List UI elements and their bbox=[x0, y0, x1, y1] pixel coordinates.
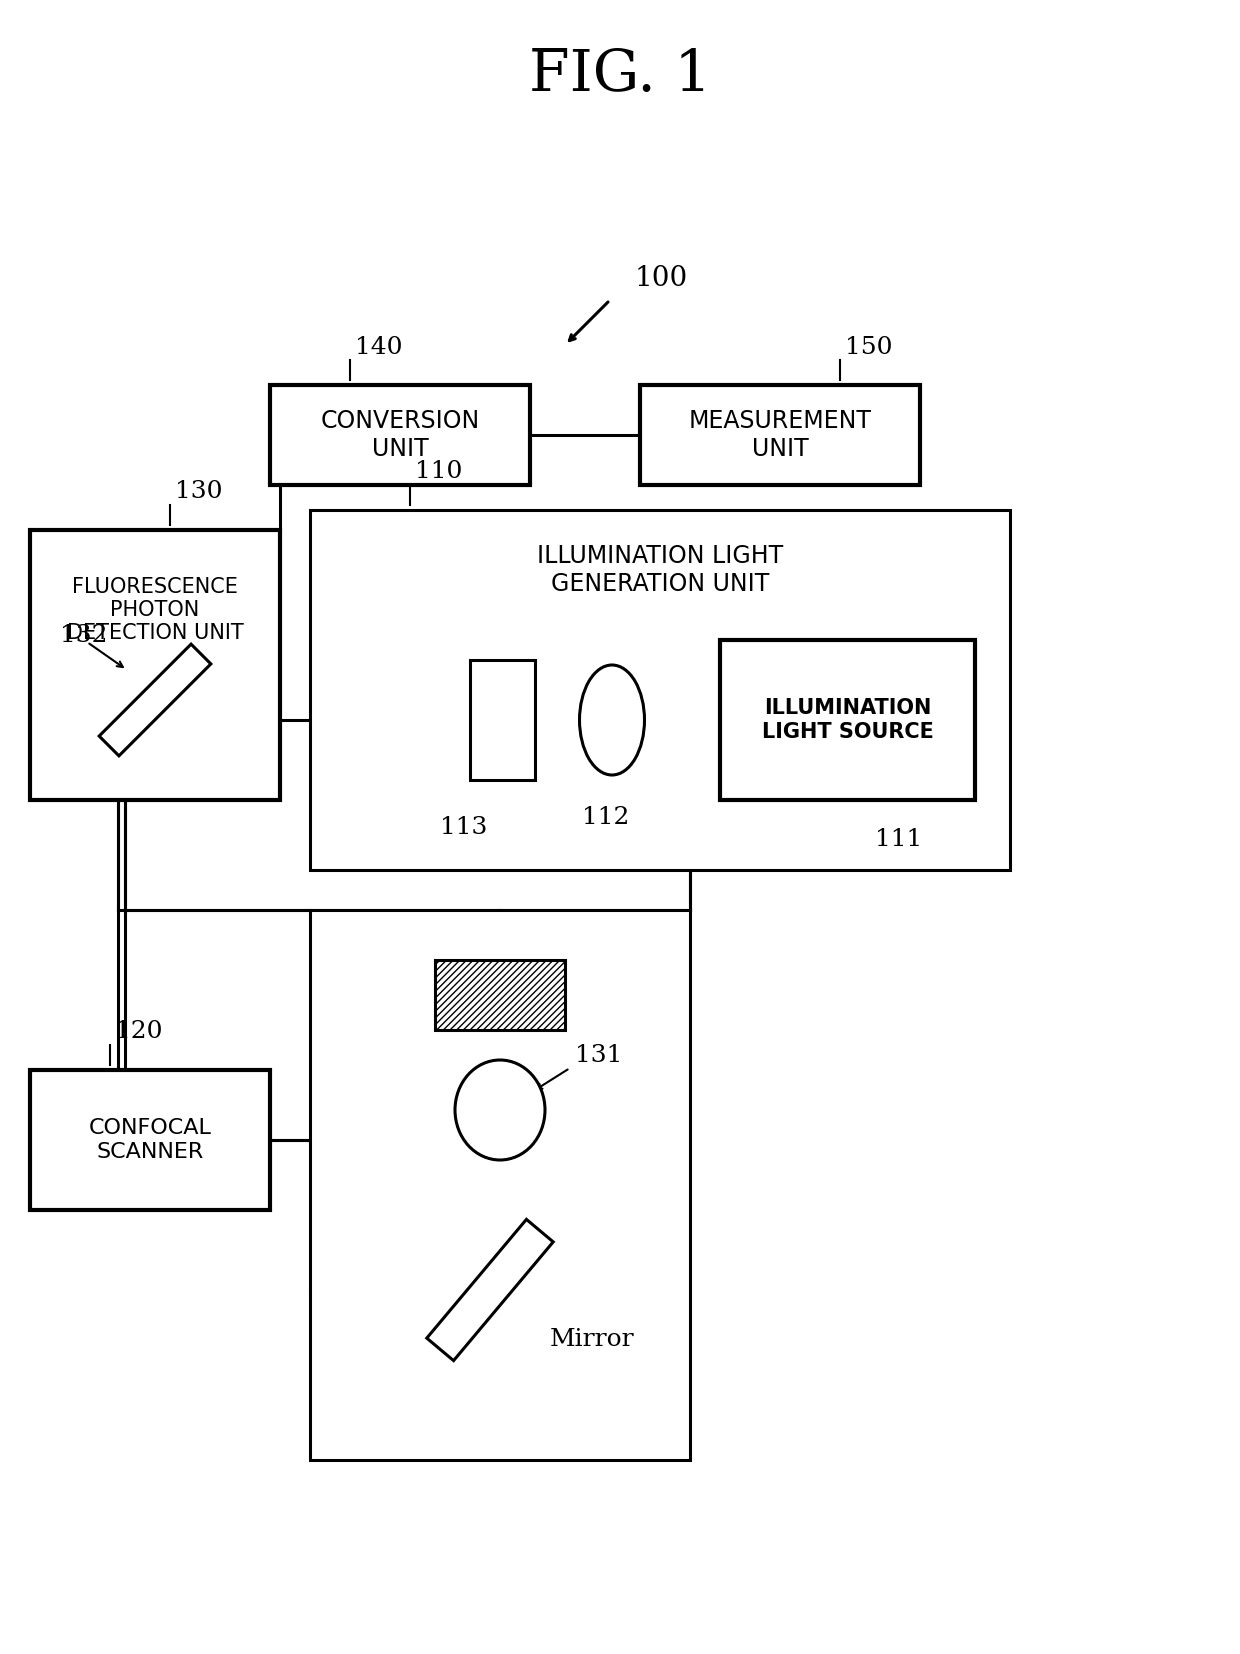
Text: 110: 110 bbox=[415, 460, 463, 483]
Text: Mirror: Mirror bbox=[551, 1328, 635, 1351]
Text: 132: 132 bbox=[60, 624, 108, 647]
Text: ILLUMINATION
LIGHT SOURCE: ILLUMINATION LIGHT SOURCE bbox=[761, 698, 934, 741]
Text: FIG. 1: FIG. 1 bbox=[528, 46, 712, 103]
Text: 140: 140 bbox=[355, 336, 403, 359]
Text: 113: 113 bbox=[440, 817, 487, 840]
Polygon shape bbox=[99, 643, 211, 756]
Bar bbox=[310, 509, 1011, 870]
Ellipse shape bbox=[579, 665, 645, 776]
Bar bbox=[640, 385, 920, 485]
Text: 112: 112 bbox=[582, 807, 630, 830]
Text: CONFOCAL
SCANNER: CONFOCAL SCANNER bbox=[88, 1118, 212, 1161]
Text: FLUORESCENCE
PHOTON
DETECTION UNIT: FLUORESCENCE PHOTON DETECTION UNIT bbox=[67, 577, 243, 643]
Text: 131: 131 bbox=[575, 1044, 622, 1067]
Text: MEASUREMENT
UNIT: MEASUREMENT UNIT bbox=[688, 409, 872, 461]
Bar bbox=[720, 640, 975, 801]
Text: 120: 120 bbox=[115, 1021, 162, 1044]
Bar bbox=[30, 529, 280, 801]
Text: 130: 130 bbox=[175, 481, 222, 503]
Bar bbox=[310, 910, 689, 1460]
Ellipse shape bbox=[455, 1060, 546, 1159]
Text: ILLUMINATION LIGHT
GENERATION UNIT: ILLUMINATION LIGHT GENERATION UNIT bbox=[537, 544, 784, 595]
Text: CONVERSION
UNIT: CONVERSION UNIT bbox=[320, 409, 480, 461]
Bar bbox=[270, 385, 529, 485]
Polygon shape bbox=[427, 1219, 553, 1361]
Text: 150: 150 bbox=[844, 336, 893, 359]
Text: 100: 100 bbox=[635, 265, 688, 291]
Bar bbox=[470, 660, 534, 781]
Bar bbox=[435, 959, 565, 1030]
Bar bbox=[30, 1070, 270, 1211]
Text: 111: 111 bbox=[875, 829, 923, 852]
